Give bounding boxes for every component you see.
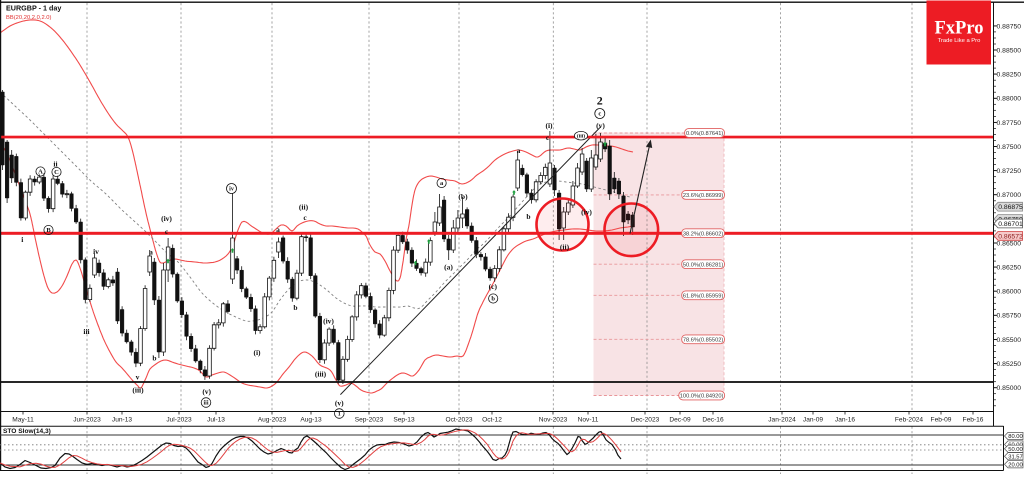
svg-text:0.86701: 0.86701 bbox=[998, 221, 1023, 228]
svg-text:May-11: May-11 bbox=[12, 417, 34, 424]
svg-text:b: b bbox=[293, 303, 297, 312]
svg-text:(v): (v) bbox=[202, 387, 211, 396]
svg-text:Dec-09: Dec-09 bbox=[669, 417, 691, 424]
svg-text:20.00: 20.00 bbox=[1008, 462, 1023, 468]
svg-text:80.00: 80.00 bbox=[1008, 434, 1023, 440]
svg-text:0.86000: 0.86000 bbox=[997, 289, 1022, 296]
svg-text:(a): (a) bbox=[444, 263, 453, 272]
svg-text:Nov-2023: Nov-2023 bbox=[539, 417, 568, 424]
svg-text:0.88250: 0.88250 bbox=[997, 72, 1022, 79]
svg-text:0.85250: 0.85250 bbox=[997, 361, 1022, 368]
svg-text:iii: iii bbox=[203, 401, 208, 407]
svg-text:c: c bbox=[165, 227, 169, 236]
svg-text:100.0%(0.84920): 100.0%(0.84920) bbox=[680, 394, 724, 400]
svg-text:ii: ii bbox=[53, 160, 57, 169]
svg-text:b: b bbox=[491, 296, 495, 303]
svg-text:78.6%(0.85502): 78.6%(0.85502) bbox=[683, 338, 724, 344]
svg-text:(i): (i) bbox=[253, 348, 261, 357]
svg-text:Nov-11: Nov-11 bbox=[578, 417, 599, 424]
svg-text:(iii): (iii) bbox=[132, 386, 144, 395]
svg-text:Trade Like a Pro: Trade Like a Pro bbox=[938, 38, 981, 44]
svg-text:0.87000: 0.87000 bbox=[997, 192, 1022, 199]
svg-text:iv: iv bbox=[229, 187, 234, 193]
svg-text:Feb-16: Feb-16 bbox=[963, 417, 984, 424]
svg-text:Jun-13: Jun-13 bbox=[112, 417, 132, 424]
svg-text:Aug-2023: Aug-2023 bbox=[258, 417, 287, 424]
svg-text:61.8%(0.85959): 61.8%(0.85959) bbox=[683, 294, 724, 300]
svg-text:c: c bbox=[598, 111, 601, 118]
svg-text:Feb-09: Feb-09 bbox=[931, 417, 952, 424]
svg-text:b: b bbox=[152, 354, 156, 363]
svg-text:Dec-2023: Dec-2023 bbox=[631, 417, 660, 424]
svg-text:v: v bbox=[136, 373, 140, 382]
svg-text:Jun-2023: Jun-2023 bbox=[73, 417, 101, 424]
svg-text:0.85750: 0.85750 bbox=[997, 313, 1022, 320]
svg-text:(ii): (ii) bbox=[560, 243, 570, 252]
svg-text:38.2%(0.86602): 38.2%(0.86602) bbox=[683, 231, 724, 237]
svg-text:(ii): (ii) bbox=[299, 203, 309, 212]
svg-text:(iv): (iv) bbox=[581, 208, 592, 217]
svg-text:Jan-16: Jan-16 bbox=[835, 417, 855, 424]
svg-text:(b): (b) bbox=[458, 192, 468, 201]
svg-text:Sep-2023: Sep-2023 bbox=[355, 417, 384, 424]
svg-text:c: c bbox=[303, 213, 307, 222]
svg-text:2: 2 bbox=[597, 94, 603, 108]
svg-text:0.86875: 0.86875 bbox=[998, 204, 1023, 211]
svg-text:(i): (i) bbox=[545, 121, 553, 130]
svg-text:0.88500: 0.88500 bbox=[997, 47, 1022, 54]
svg-text:Oct-2023: Oct-2023 bbox=[445, 417, 472, 424]
svg-text:i: i bbox=[21, 235, 23, 244]
svg-text:Dec-16: Dec-16 bbox=[702, 417, 724, 424]
svg-text:a: a bbox=[517, 146, 521, 155]
svg-text:Aug-13: Aug-13 bbox=[300, 417, 322, 424]
svg-text:a: a bbox=[149, 248, 153, 257]
svg-text:BB(20,20,2.0,2.0): BB(20,20,2.0,2.0) bbox=[6, 15, 52, 21]
svg-text:0.86572: 0.86572 bbox=[998, 233, 1023, 240]
svg-text:0.88000: 0.88000 bbox=[997, 96, 1022, 103]
svg-text:c: c bbox=[546, 133, 550, 142]
svg-text:(iii): (iii) bbox=[315, 370, 327, 379]
svg-text:23.6%(0.86999): 23.6%(0.86999) bbox=[683, 193, 724, 199]
svg-text:a: a bbox=[276, 225, 280, 234]
svg-text:Oct-12: Oct-12 bbox=[482, 417, 502, 424]
svg-text:0.88750: 0.88750 bbox=[997, 23, 1022, 30]
svg-text:b: b bbox=[526, 212, 530, 221]
svg-text:iv: iv bbox=[93, 247, 99, 256]
svg-text:a: a bbox=[440, 180, 444, 187]
svg-text:(iii): (iii) bbox=[577, 133, 585, 140]
svg-text:(iv): (iv) bbox=[161, 214, 172, 223]
svg-text:31.57: 31.57 bbox=[1008, 454, 1023, 460]
svg-text:Sep-13: Sep-13 bbox=[393, 417, 415, 424]
svg-text:C: C bbox=[54, 169, 59, 176]
svg-text:0.85000: 0.85000 bbox=[997, 385, 1022, 392]
svg-text:Feb-2024: Feb-2024 bbox=[895, 417, 924, 424]
svg-text:STO Slow(14,3): STO Slow(14,3) bbox=[3, 428, 51, 435]
svg-text:50.00: 50.00 bbox=[1008, 447, 1023, 453]
svg-text:EURGBP - 1 day: EURGBP - 1 day bbox=[6, 4, 61, 13]
svg-text:0.87750: 0.87750 bbox=[997, 120, 1022, 127]
svg-text:B: B bbox=[46, 227, 51, 234]
svg-text:Jul-2023: Jul-2023 bbox=[166, 417, 192, 424]
svg-text:1: 1 bbox=[338, 412, 341, 418]
svg-text:(v): (v) bbox=[335, 399, 344, 408]
svg-text:(c): (c) bbox=[489, 282, 498, 291]
svg-text:0.85500: 0.85500 bbox=[997, 337, 1022, 344]
svg-text:0.87500: 0.87500 bbox=[997, 144, 1022, 151]
svg-text:(iv): (iv) bbox=[323, 317, 334, 326]
svg-text:0.87250: 0.87250 bbox=[997, 168, 1022, 175]
svg-text:FxPro: FxPro bbox=[935, 19, 984, 39]
svg-text:Jan-09: Jan-09 bbox=[803, 417, 823, 424]
svg-text:0.86500: 0.86500 bbox=[997, 240, 1022, 247]
svg-text:(v): (v) bbox=[596, 121, 605, 130]
svg-text:50.0%(0.86281): 50.0%(0.86281) bbox=[683, 262, 724, 268]
svg-text:A: A bbox=[38, 169, 43, 176]
svg-text:Jan-2024: Jan-2024 bbox=[768, 417, 796, 424]
svg-text:Jul-13: Jul-13 bbox=[207, 417, 225, 424]
svg-text:0.86250: 0.86250 bbox=[997, 265, 1022, 272]
svg-text:0.0%(0.87641): 0.0%(0.87641) bbox=[686, 131, 723, 137]
svg-text:iii: iii bbox=[83, 327, 89, 336]
